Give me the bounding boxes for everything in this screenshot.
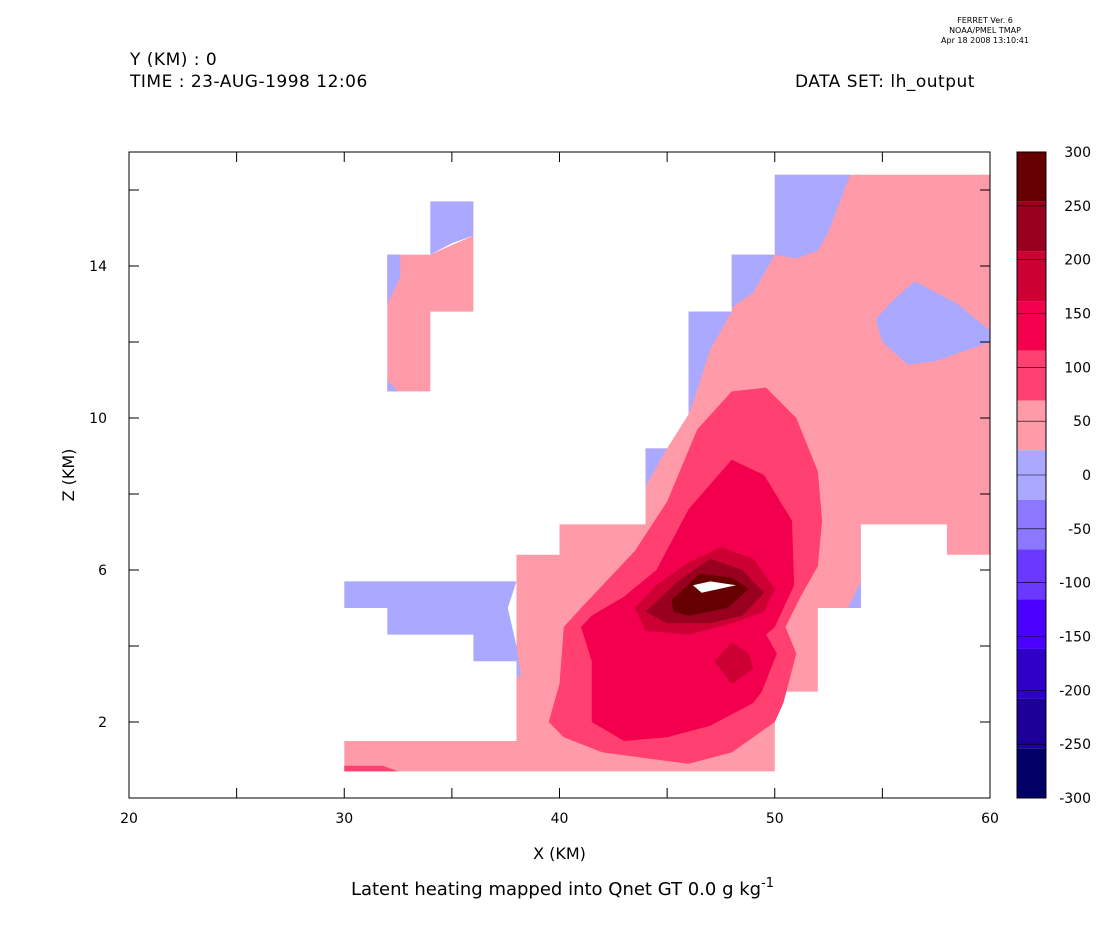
colorbar-label: 100	[1064, 360, 1091, 376]
x-axis-title: X (KM)	[533, 844, 586, 863]
contour-region-10	[344, 581, 521, 677]
dataset-label: DATA SET: lh_output	[795, 72, 975, 92]
colorbar-swatch	[1017, 549, 1046, 600]
y-coordinate-label: Y (KM) : 0	[130, 50, 218, 70]
x-tick-label: 50	[766, 811, 784, 827]
x-tick-label: 20	[120, 811, 138, 827]
colorbar-swatch	[1017, 251, 1046, 302]
colorbar-label: 200	[1064, 253, 1091, 269]
colorbar-swatch	[1017, 301, 1046, 351]
plot-title-main: Latent heating mapped into Qnet GT 0.0 g…	[351, 879, 761, 900]
contour-region-4	[688, 311, 732, 415]
colorbar-swatch	[1017, 648, 1046, 699]
y-tick-label: 2	[98, 715, 107, 731]
colorbar-swatch	[1017, 748, 1046, 798]
y-tick-label: 6	[98, 563, 107, 579]
x-tick-label: 40	[551, 811, 569, 827]
software-stamp: FERRET Ver. 6 NOAA/PMEL TMAP Apr 18 2008…	[930, 16, 1040, 46]
contour-region-5	[645, 448, 668, 487]
contour-region-7	[430, 201, 474, 255]
stamp-line-date: Apr 18 2008 13:10:41	[941, 36, 1029, 45]
time-label: TIME : 23-AUG-1998 12:06	[130, 72, 368, 92]
colorbar-label: 300	[1064, 145, 1091, 161]
colorbar-swatch	[1017, 152, 1046, 202]
contour-region-19	[344, 765, 399, 772]
contour-region-11	[847, 581, 861, 608]
colorbar-swatch	[1017, 201, 1046, 252]
contour-region-15	[714, 642, 754, 684]
stamp-line-version: FERRET Ver. 6	[957, 16, 1013, 25]
colorbar-swatch	[1017, 599, 1046, 649]
colorbar: 300 250 200 150 100 50 0 -50 -100 -150 -200 -250 -30…	[1016, 145, 1091, 807]
x-tick-label: 60	[981, 811, 999, 827]
y-tick-label: 10	[89, 411, 107, 427]
contour-region-1	[387, 235, 474, 392]
contour-region-0	[344, 174, 990, 772]
colorbar-label: -200	[1059, 683, 1091, 699]
colorbar-label: -150	[1059, 630, 1091, 646]
stamp-line-org: NOAA/PMEL TMAP	[949, 26, 1021, 35]
contour-regions	[344, 174, 990, 772]
plot-title: Latent heating mapped into Qnet GT 0.0 g…	[351, 876, 774, 900]
colorbar-swatch	[1017, 499, 1046, 550]
colorbar-label: -50	[1068, 522, 1091, 538]
colorbar-label: 0	[1082, 468, 1091, 484]
contour-region-9	[387, 380, 399, 392]
colorbar-swatch	[1017, 350, 1046, 401]
y-tick-label: 14	[89, 259, 107, 275]
colorbar-label: 150	[1064, 307, 1091, 323]
y-axis-title: Z (KM)	[59, 449, 78, 502]
contour-region-18	[693, 581, 736, 593]
colorbar-label: 250	[1064, 199, 1091, 215]
x-tick-label: 30	[335, 811, 353, 827]
contour-region-3	[731, 254, 775, 308]
contour-region-6	[875, 281, 990, 365]
contour-region-2	[774, 174, 851, 259]
plot-title-superscript: -1	[761, 876, 774, 891]
colorbar-swatch	[1017, 698, 1046, 749]
contour-region-8	[387, 254, 401, 304]
axis-ticks: 20 30 40 50 60 2 6 10 14	[89, 152, 999, 827]
colorbar-label: -100	[1059, 576, 1091, 592]
colorbar-swatch	[1017, 400, 1046, 451]
colorbar-label: -300	[1059, 791, 1091, 807]
colorbar-label: -250	[1059, 737, 1091, 753]
colorbar-label: 50	[1073, 414, 1091, 430]
